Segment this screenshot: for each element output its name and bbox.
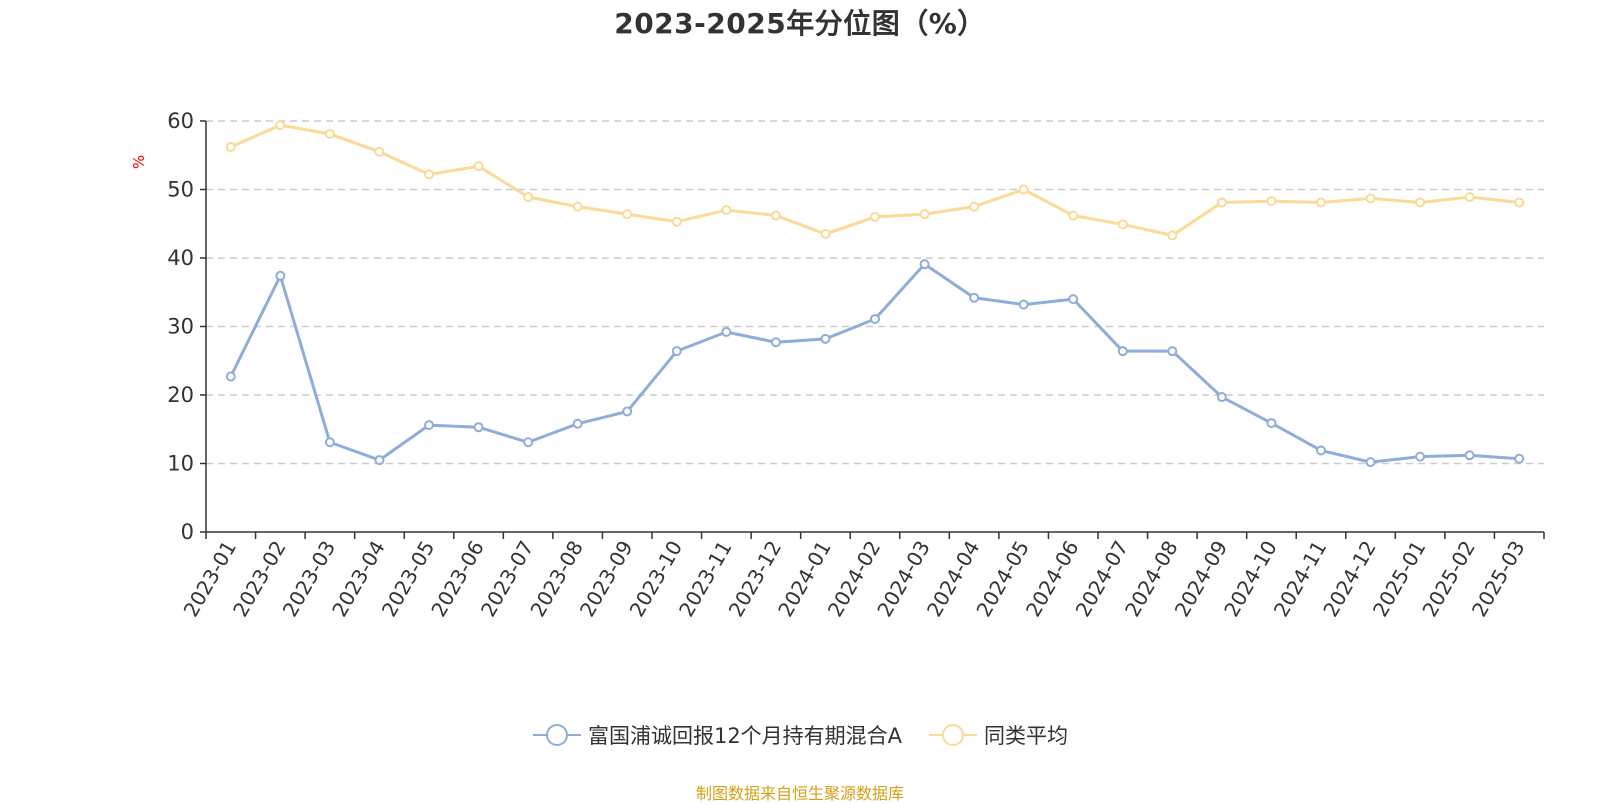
- legend-label-series-1: 同类平均: [984, 724, 1069, 748]
- series-1-point-16[interactable]: [1018, 184, 1029, 195]
- series-0-point-3[interactable]: [374, 455, 385, 466]
- series-1-point-12[interactable]: [820, 229, 831, 240]
- series-0-point-24[interactable]: [1415, 451, 1426, 462]
- series-0-point-12[interactable]: [820, 333, 831, 344]
- series-0-point-9[interactable]: [671, 346, 682, 357]
- series-0-point-17[interactable]: [1068, 294, 1079, 305]
- series-0-point-1[interactable]: [275, 270, 286, 281]
- chart-title: 2023-2025年分位图（%）: [614, 7, 986, 40]
- legend-item-series-0[interactable]: 富国浦诚回报12个月持有期混合A: [532, 720, 902, 750]
- series-1-point-25[interactable]: [1464, 192, 1475, 203]
- series-1-point-5[interactable]: [473, 161, 484, 172]
- series-1-point-8[interactable]: [622, 209, 633, 220]
- series-0-point-21[interactable]: [1266, 418, 1277, 429]
- series-0-point-10[interactable]: [721, 326, 732, 337]
- series-1-point-7[interactable]: [572, 201, 583, 212]
- series-0-point-11[interactable]: [770, 337, 781, 348]
- y-tick-label-5: 50: [167, 178, 194, 202]
- y-axis-label: %: [130, 155, 148, 169]
- y-tick-label-0: 0: [181, 520, 194, 544]
- series-0-point-2[interactable]: [324, 437, 335, 448]
- series-1-point-11[interactable]: [770, 210, 781, 221]
- series-0-point-18[interactable]: [1117, 346, 1128, 357]
- axes: 01020304050602023-012023-022023-032023-0…: [167, 109, 1545, 621]
- series-0-point-22[interactable]: [1316, 445, 1326, 456]
- series-1-point-9[interactable]: [671, 216, 682, 227]
- series-0-point-15[interactable]: [969, 292, 980, 303]
- source-note: 制图数据来自恒生聚源数据库: [695, 784, 904, 803]
- series-group: [225, 120, 1525, 468]
- grid-lines: [206, 120, 1544, 465]
- series-1-point-18[interactable]: [1117, 219, 1128, 230]
- series-1: [225, 120, 1525, 241]
- series-0-point-13[interactable]: [870, 313, 880, 324]
- legend-label-series-0: 富国浦诚回报12个月持有期混合A: [587, 724, 903, 748]
- series-1-point-23[interactable]: [1365, 193, 1376, 204]
- series-1-point-14[interactable]: [919, 209, 930, 220]
- series-0-point-7[interactable]: [572, 418, 583, 429]
- y-tick-label-6: 60: [167, 109, 194, 133]
- series-0-point-8[interactable]: [622, 406, 633, 417]
- legend-marker-series-1: [929, 724, 978, 746]
- series-0-point-5[interactable]: [473, 422, 484, 433]
- series-0-point-14[interactable]: [919, 259, 930, 270]
- series-0-point-16[interactable]: [1018, 299, 1029, 310]
- series-0-point-23[interactable]: [1365, 457, 1376, 468]
- series-0-point-25[interactable]: [1464, 450, 1475, 461]
- series-0-line: [229, 262, 1521, 464]
- series-1-point-17[interactable]: [1068, 210, 1079, 221]
- series-1-point-4[interactable]: [424, 169, 434, 180]
- series-0-point-6[interactable]: [523, 437, 534, 448]
- series-0-point-19[interactable]: [1167, 346, 1178, 357]
- series-0-point-20[interactable]: [1216, 392, 1227, 403]
- series-1-point-15[interactable]: [969, 201, 980, 212]
- y-tick-label-1: 10: [167, 452, 194, 476]
- series-1-point-2[interactable]: [324, 129, 335, 140]
- series-1-point-1[interactable]: [275, 120, 286, 131]
- y-tick-label-3: 30: [167, 315, 194, 339]
- series-1-point-10[interactable]: [721, 205, 732, 216]
- legend-marker-series-0: [532, 724, 581, 746]
- series-1-point-3[interactable]: [374, 146, 385, 157]
- series-0-point-4[interactable]: [424, 420, 434, 431]
- series-0-point-26[interactable]: [1514, 453, 1525, 464]
- series-1-point-13[interactable]: [870, 211, 880, 222]
- series-0-point-0[interactable]: [225, 371, 236, 382]
- series-1-point-21[interactable]: [1266, 196, 1277, 207]
- legend-item-series-1[interactable]: 同类平均: [928, 720, 1068, 750]
- series-0: [225, 259, 1525, 468]
- series-1-point-20[interactable]: [1216, 197, 1227, 208]
- series-1-point-26[interactable]: [1514, 197, 1525, 208]
- legend: 富国浦诚回报12个月持有期混合A 同类平均: [0, 720, 1600, 750]
- series-1-point-24[interactable]: [1415, 197, 1426, 208]
- y-tick-label-4: 40: [167, 246, 194, 270]
- series-1-point-0[interactable]: [225, 142, 236, 153]
- y-tick-label-2: 20: [167, 383, 194, 407]
- series-1-point-22[interactable]: [1316, 197, 1326, 208]
- series-1-point-6[interactable]: [523, 192, 534, 203]
- series-1-point-19[interactable]: [1167, 230, 1178, 241]
